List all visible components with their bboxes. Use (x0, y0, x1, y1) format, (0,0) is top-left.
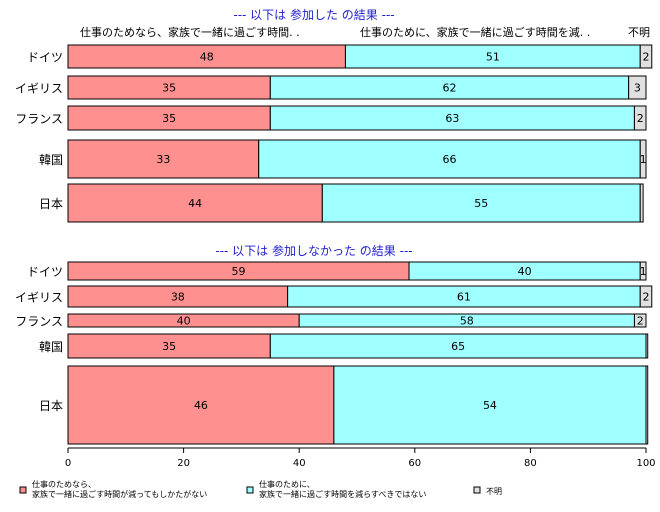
data-label: 35 (162, 112, 176, 125)
panel-title: --- 以下は 参加しなかった の結果 --- (215, 243, 412, 258)
category-label: 韓国 (39, 340, 63, 354)
data-label: 59 (232, 265, 246, 278)
bar-segment (639, 139, 647, 179)
category-label: イギリス (15, 291, 63, 305)
column-header: 仕事のために、家族で一緒に過ごす時間を減. . (360, 25, 590, 39)
x-tick-label: 0 (65, 458, 71, 469)
data-label: 3 (634, 82, 641, 95)
data-label: 40 (177, 315, 191, 328)
column-header: 仕事のためなら、家族で一緒に過ごす時間. . (80, 25, 300, 39)
data-label: 38 (171, 291, 185, 304)
data-label: 61 (457, 291, 471, 304)
legend-label: 仕事のために、 (259, 479, 315, 489)
x-tick-label: 40 (293, 458, 306, 469)
data-label: 63 (445, 112, 459, 125)
data-label: 48 (200, 51, 214, 64)
legend: 仕事のためなら、家族で一緒に過ごす時間が減ってもしかたがない 仕事のために、家族で… (19, 479, 502, 499)
data-label: 33 (156, 153, 170, 166)
bar-segment (628, 75, 647, 100)
data-label: 44 (188, 197, 202, 210)
category-label: 日本 (39, 197, 63, 211)
x-tick-label: 60 (408, 458, 421, 469)
category-label: ドイツ (27, 265, 63, 279)
data-label: 2 (637, 315, 644, 328)
data-label: 46 (194, 399, 208, 412)
chart-panels: --- 以下は 参加した の結果 --- 仕事のためなら、家族で一緒に過ごす時間.… (15, 7, 653, 445)
legend-label: 家族で一緒に過ごす時間を減らすべきではない (259, 489, 426, 499)
legend-label: 家族で一緒に過ごす時間が減ってもしかたがない (32, 489, 207, 499)
bar-segment (67, 365, 335, 445)
data-label: 2 (643, 51, 650, 64)
category-label: フランス (15, 112, 63, 126)
data-label: 2 (637, 112, 644, 125)
x-tick-label: 80 (524, 458, 537, 469)
panel-title: --- 以下は 参加した の結果 --- (233, 7, 394, 22)
legend-swatch (473, 486, 481, 494)
category-label: イギリス (15, 82, 63, 96)
panel-2: --- 以下は 参加しなかった の結果 --- ドイツ 59 40 1 イギリス 38 61 2… (15, 243, 653, 445)
data-label: 54 (483, 399, 497, 412)
legend-label: 仕事のためなら、 (32, 479, 96, 489)
data-label: 65 (451, 340, 465, 353)
data-label: 2 (643, 291, 650, 304)
data-label: 62 (442, 82, 456, 95)
data-label: 58 (460, 315, 474, 328)
category-label: フランス (15, 315, 63, 329)
data-label: 35 (162, 340, 176, 353)
x-axis: 0 20 40 60 80 100 (65, 447, 656, 469)
bar-segment (639, 261, 647, 281)
bar-segment (645, 365, 649, 445)
data-label: 66 (442, 153, 456, 166)
data-label: 51 (486, 51, 500, 64)
bar-segment (633, 313, 647, 328)
data-label: 1 (640, 265, 647, 278)
legend-swatch (19, 486, 27, 494)
bar-segment (645, 333, 649, 359)
x-tick-label: 20 (177, 458, 190, 469)
bar-segment (639, 285, 653, 308)
bar-segment (639, 44, 653, 69)
bar-segment (639, 183, 644, 223)
legend-label: 不明 (486, 487, 502, 496)
bar-segment (321, 183, 641, 223)
category-label: 韓国 (39, 153, 63, 167)
data-label: 55 (474, 197, 488, 210)
data-label: 40 (518, 265, 532, 278)
legend-swatch (246, 486, 254, 494)
bar-segment (333, 365, 647, 445)
category-label: 日本 (39, 399, 63, 413)
panel-1: --- 以下は 参加した の結果 --- 仕事のためなら、家族で一緒に過ごす時間.… (15, 7, 653, 223)
data-label: 35 (162, 82, 176, 95)
column-header: 不明 (628, 26, 650, 39)
category-label: ドイツ (27, 51, 63, 65)
data-label: 1 (640, 153, 647, 166)
bar-segment (633, 105, 647, 131)
x-tick-label: 100 (636, 458, 655, 469)
